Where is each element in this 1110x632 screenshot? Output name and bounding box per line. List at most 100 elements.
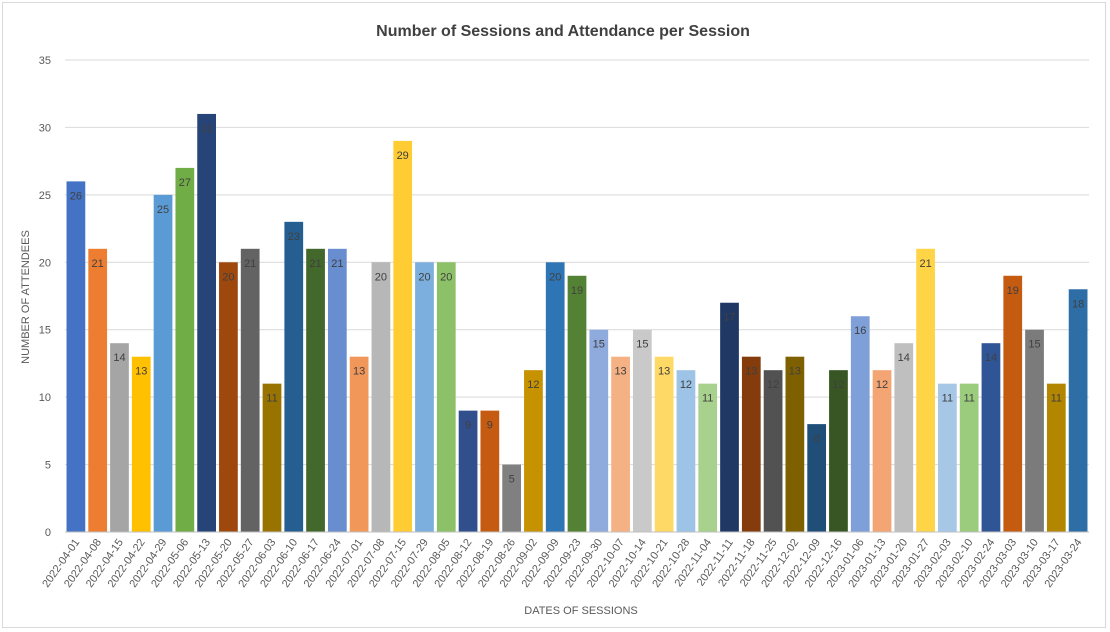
data-label: 14 — [898, 352, 910, 364]
bar — [371, 262, 391, 532]
bars — [66, 113, 1088, 533]
bar — [66, 181, 86, 532]
bar — [219, 262, 238, 532]
bar — [480, 410, 500, 532]
data-label: 11 — [1051, 393, 1062, 405]
bar — [436, 262, 456, 532]
data-label: 14 — [985, 352, 997, 364]
y-tick-label: 0 — [45, 527, 51, 539]
bar — [654, 356, 674, 532]
data-label: 13 — [135, 366, 147, 378]
bar — [1003, 275, 1023, 532]
bar — [88, 248, 108, 533]
y-tick-label: 15 — [39, 325, 51, 337]
bar — [262, 383, 282, 532]
data-label: 16 — [854, 325, 866, 337]
bar — [872, 370, 892, 532]
data-label: 31 — [200, 123, 212, 135]
data-label: 19 — [1007, 285, 1019, 297]
bar — [981, 343, 1001, 532]
data-label: 15 — [636, 339, 648, 351]
bar — [306, 248, 325, 533]
data-label: 27 — [179, 177, 191, 189]
data-label: 11 — [266, 393, 277, 405]
y-tick-label: 35 — [39, 55, 51, 67]
data-label: 15 — [1028, 339, 1040, 351]
bar — [284, 221, 304, 532]
bar-chart: Number of Sessions and Attendance per Se… — [20, 23, 1089, 617]
bar — [1046, 383, 1066, 532]
data-label: 13 — [745, 366, 757, 378]
data-label: 15 — [593, 339, 605, 351]
y-axis-ticks: 0 5 10 15 20 25 30 35 — [39, 55, 51, 539]
y-tick-label: 20 — [39, 257, 51, 269]
bar — [240, 248, 260, 533]
bar — [1068, 289, 1088, 532]
data-label: 13 — [658, 366, 670, 378]
x-axis-title: DATES OF SESSIONS — [524, 605, 638, 617]
bar — [393, 140, 413, 532]
data-label: 12 — [876, 379, 888, 391]
y-tick-label: 5 — [45, 460, 51, 472]
bar — [327, 248, 347, 533]
data-label: 9 — [465, 420, 471, 432]
data-label: 18 — [1072, 298, 1084, 310]
data-label: 21 — [331, 258, 343, 270]
data-label: 12 — [680, 379, 692, 391]
bar — [197, 113, 216, 532]
bar — [894, 343, 914, 532]
data-label: 12 — [767, 379, 779, 391]
bar — [545, 262, 565, 532]
data-label: 5 — [509, 474, 515, 486]
data-label: 20 — [440, 271, 452, 283]
y-tick-label: 25 — [39, 190, 51, 202]
bar — [916, 248, 935, 533]
y-tick-label: 30 — [39, 122, 51, 134]
bar — [676, 370, 696, 532]
data-labels: 26 21 14 13 25 27 31 20 21 11 23 21 21 13 20 29 20 20 9 9 5 1… — [70, 123, 1084, 486]
data-label: 8 — [814, 433, 820, 445]
data-label: 13 — [353, 366, 365, 378]
bar — [415, 262, 434, 532]
bar — [807, 424, 827, 532]
chart-title: Number of Sessions and Attendance per Se… — [376, 23, 750, 40]
data-label: 20 — [549, 271, 561, 283]
data-label: 14 — [113, 352, 125, 364]
bar — [763, 370, 783, 532]
data-label: 13 — [789, 366, 801, 378]
data-label: 20 — [375, 271, 387, 283]
x-axis-ticks: 2022-04-012022-04-082022-04-152022-04-22… — [40, 537, 1084, 590]
bar — [829, 370, 848, 532]
data-label: 9 — [487, 420, 493, 432]
bar — [632, 329, 652, 532]
data-label: 23 — [288, 231, 300, 243]
bar — [524, 370, 543, 532]
y-axis-title: NUMBER OF ATTENDEES — [20, 230, 32, 364]
bar — [175, 167, 195, 532]
bar — [153, 194, 173, 533]
data-label: 12 — [832, 379, 844, 391]
data-label: 13 — [614, 366, 626, 378]
data-label: 26 — [70, 190, 82, 202]
data-label: 21 — [92, 258, 104, 270]
bar — [698, 383, 718, 532]
data-label: 12 — [527, 379, 539, 391]
data-label: 29 — [397, 150, 409, 162]
data-label: 21 — [919, 258, 931, 270]
bar — [567, 275, 587, 532]
bar — [1025, 329, 1044, 532]
bar — [458, 410, 478, 532]
bar — [741, 356, 761, 532]
bar — [959, 383, 979, 532]
bar — [785, 356, 805, 532]
y-tick-label: 10 — [39, 392, 51, 404]
data-label: 11 — [942, 393, 953, 405]
data-label: 11 — [702, 393, 713, 405]
bar — [938, 383, 957, 532]
data-label: 19 — [571, 285, 583, 297]
bar — [131, 356, 151, 532]
bar — [611, 356, 630, 532]
bar — [589, 329, 609, 532]
data-label: 21 — [244, 258, 256, 270]
